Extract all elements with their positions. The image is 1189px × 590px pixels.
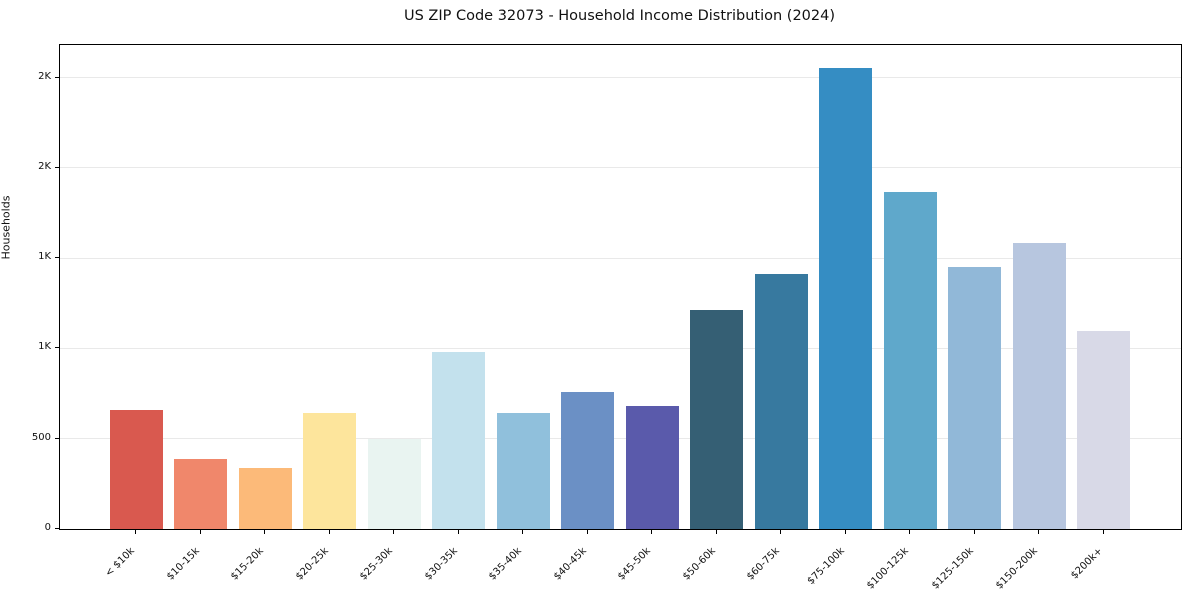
x-tick-mark: [844, 530, 846, 534]
x-tick-label: $25-30k: [357, 545, 395, 583]
y-axis-title: Households: [0, 195, 13, 260]
x-tick-label: $45-50k: [615, 545, 653, 583]
x-tick-label: $30-35k: [422, 545, 460, 583]
y-tick-mark: [54, 437, 59, 439]
x-tick-label: $20-25k: [293, 545, 331, 583]
x-tick-label: $40-45k: [551, 545, 589, 583]
y-tick-label: 2K: [38, 70, 51, 82]
bar-35-40k: [496, 413, 550, 529]
x-tick-mark: [328, 530, 330, 534]
gridline-500: [60, 438, 1181, 440]
y-tick-label: 2K: [38, 160, 51, 172]
x-tick-mark: [522, 530, 523, 534]
bar-60-75k: [754, 274, 808, 529]
x-tick-mark: [651, 530, 652, 534]
x-tick-mark: [973, 530, 975, 534]
bar-45-50k: [625, 406, 679, 529]
bar-50-60k: [690, 310, 743, 529]
x-tick-label: $35-40k: [486, 545, 524, 583]
bar-20-25k: [303, 412, 356, 529]
y-tick-label: 1K: [38, 251, 51, 263]
bar-15-20k: [238, 467, 292, 529]
gridline-1000: [60, 347, 1181, 349]
bar-30-35k: [432, 352, 485, 529]
bar-150-200k: [1012, 242, 1066, 529]
x-tick-mark: [264, 530, 265, 534]
plot-area: [59, 44, 1182, 530]
x-tick-label: $15-20k: [228, 545, 266, 583]
y-tick-label: 500: [31, 431, 51, 443]
y-tick-mark: [54, 166, 59, 168]
x-tick-label: $125-150k: [929, 545, 976, 590]
x-tick-mark: [586, 530, 588, 534]
x-tick-label: $100-125k: [864, 545, 911, 590]
bar-200k: [1077, 331, 1130, 529]
x-tick-mark: [457, 530, 459, 534]
chart-title: US ZIP Code 32073 - Household Income Dis…: [403, 8, 836, 24]
x-tick-mark: [909, 530, 910, 534]
x-tick-mark: [1038, 530, 1039, 534]
x-tick-mark: [393, 530, 394, 534]
bar-10-15k: [174, 458, 227, 529]
x-tick-label: < $10k: [103, 545, 137, 580]
x-tick-label: $10-15k: [164, 545, 202, 583]
x-tick-mark: [780, 530, 781, 534]
bar-25-30k: [367, 438, 421, 529]
x-tick-mark: [135, 530, 136, 534]
y-tick-label: 0: [44, 522, 51, 533]
y-tick-mark: [54, 76, 59, 78]
bar-100-125k: [883, 192, 937, 529]
x-tick-label: $75-100k: [804, 545, 847, 588]
x-tick-label: $150-200k: [993, 545, 1040, 590]
x-tick-label: $50-60k: [680, 545, 718, 583]
y-tick-label: 1K: [38, 341, 51, 353]
bar-10k: [109, 409, 163, 529]
gridline-2500: [60, 77, 1181, 79]
bar-125-150k: [948, 267, 1001, 529]
y-tick-mark: [54, 257, 59, 259]
x-tick-mark: [715, 530, 717, 534]
gridline-2000: [60, 167, 1181, 169]
x-tick-mark: [1102, 530, 1104, 534]
gridline-1500: [60, 257, 1181, 259]
bar-40-45k: [561, 391, 614, 529]
x-tick-mark: [199, 530, 201, 534]
x-tick-label: $200k+: [1068, 545, 1105, 582]
bar-75-100k: [819, 68, 872, 529]
x-tick-label: $60-75k: [744, 545, 782, 583]
y-tick-mark: [54, 347, 59, 349]
y-tick-mark: [54, 528, 59, 529]
